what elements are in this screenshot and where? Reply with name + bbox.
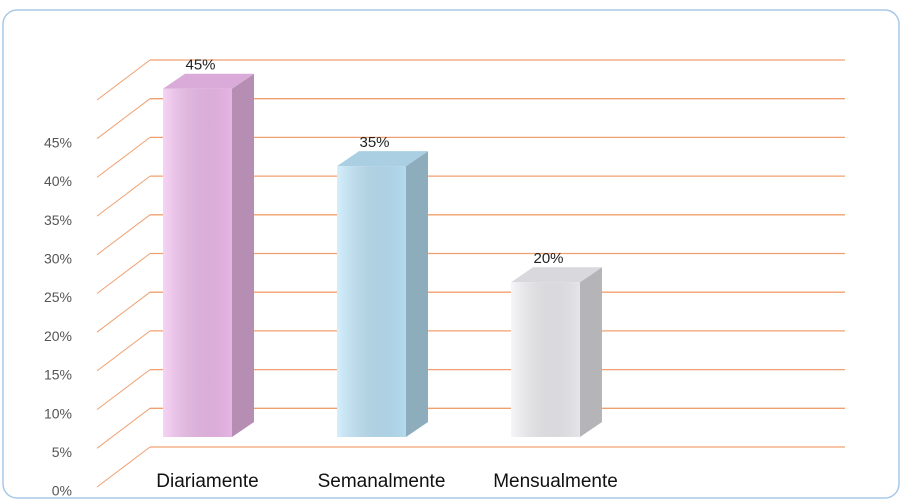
y-tick-label: 10% [44,405,72,421]
bar-top [337,151,428,167]
bar-top [511,267,602,283]
value-label: 45% [185,57,215,74]
bar-top [163,73,254,89]
grid-diagonal [96,369,151,410]
grid-diagonal [96,98,151,140]
grid-diagonal [96,214,151,256]
grid-diagonal [96,407,151,449]
bar-shade [511,282,580,437]
bar-side [232,73,254,437]
grid-diagonal [96,330,151,372]
y-tick-label: 45% [44,134,72,150]
x-tick-label: Mensualmente [493,471,618,492]
y-tick-label: 25% [44,289,72,305]
bar-shade [337,166,406,437]
grid-diagonal [96,446,151,488]
y-tick-label: 5% [52,444,72,460]
x-tick-label: Diariamente [156,471,258,492]
y-tick-label: 35% [44,212,72,228]
y-tick-label: 15% [44,367,72,383]
bar-shade [163,88,232,437]
bar-side [406,151,428,437]
grid-diagonal [96,59,151,101]
y-tick-label: 20% [44,328,72,344]
value-label: 20% [533,250,563,267]
y-tick-label: 30% [44,251,72,267]
grid-diagonal [96,291,151,333]
grid-diagonal [96,175,151,217]
grid-diagonal [96,253,151,294]
value-label: 35% [359,134,389,151]
bar-side [580,267,602,437]
y-tick-label: 40% [44,173,72,189]
grid-diagonal [96,137,151,178]
x-tick-label: Semanalmente [318,471,446,492]
y-tick-label: 0% [52,483,72,499]
